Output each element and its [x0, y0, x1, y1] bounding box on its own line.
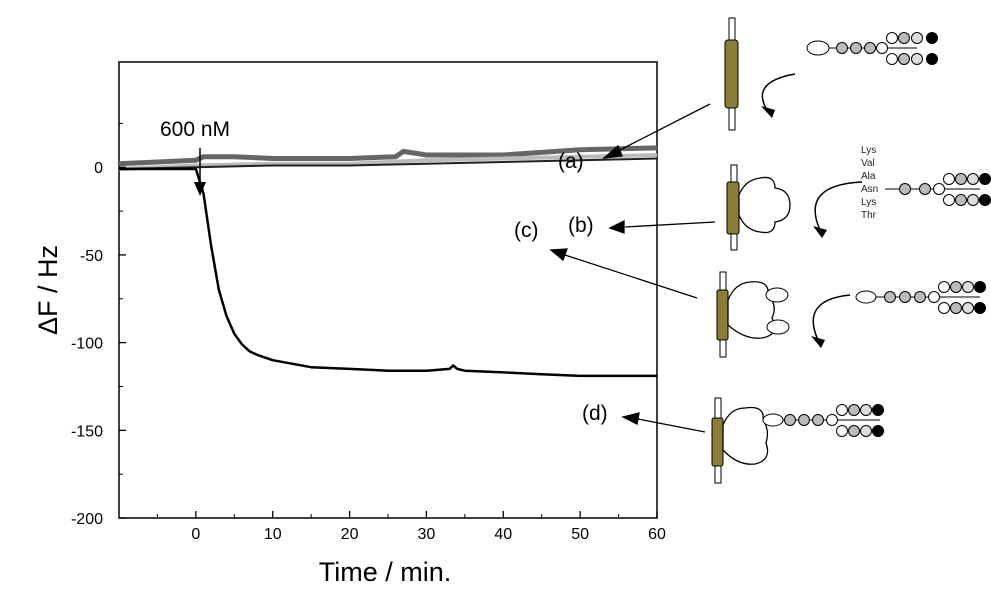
plot-layer: 0 10 20 30 40 50 60 0 -50 -100 -150 -200	[71, 61, 666, 543]
x-axis-title: Time / min.	[319, 557, 452, 587]
aa-3: Ala	[861, 171, 876, 182]
injection-arrow	[194, 148, 206, 196]
x-tick-label-6: 50	[571, 526, 589, 543]
y-tick-label-3: -100	[71, 336, 103, 353]
x-tick-label-2: 10	[264, 526, 282, 543]
schematic-a	[724, 17, 938, 131]
schematic-c	[716, 271, 986, 358]
label-a: (a)	[558, 150, 584, 173]
series-line-3	[118, 157, 658, 170]
series-line-1	[118, 145, 658, 167]
aa-5: Lys	[861, 197, 876, 208]
aa-6: Thr	[861, 210, 877, 221]
label-d: (d)	[582, 402, 608, 425]
label-b: (b)	[568, 214, 594, 237]
x-tick-label-4: 30	[418, 526, 436, 543]
x-tick-label-1: 0	[191, 526, 200, 543]
x-tick-label-3: 20	[341, 526, 359, 543]
label-c: (c)	[514, 219, 539, 242]
x-tick-label-5: 40	[494, 526, 512, 543]
aa-1: Lys	[861, 145, 876, 156]
aa-2: Val	[861, 158, 875, 169]
injection-label: 600 nM	[160, 118, 230, 141]
schematic-b: Lys Val Ala Asn Lys Thr	[726, 145, 991, 251]
schematic-d	[711, 397, 884, 484]
pointer-arrows	[549, 103, 716, 433]
y-tick-label-5: -200	[71, 511, 103, 528]
aa-4: Asn	[861, 184, 878, 195]
y-axis-title: ΔF / Hz	[33, 245, 63, 335]
y-tick-label-1: 0	[94, 160, 103, 177]
y-tick-label-4: -150	[71, 423, 103, 440]
series-line-4	[119, 167, 657, 378]
x-tick-label-7: 60	[648, 526, 666, 543]
y-tick-label-2: -50	[80, 248, 103, 265]
series-line-2	[118, 153, 658, 171]
